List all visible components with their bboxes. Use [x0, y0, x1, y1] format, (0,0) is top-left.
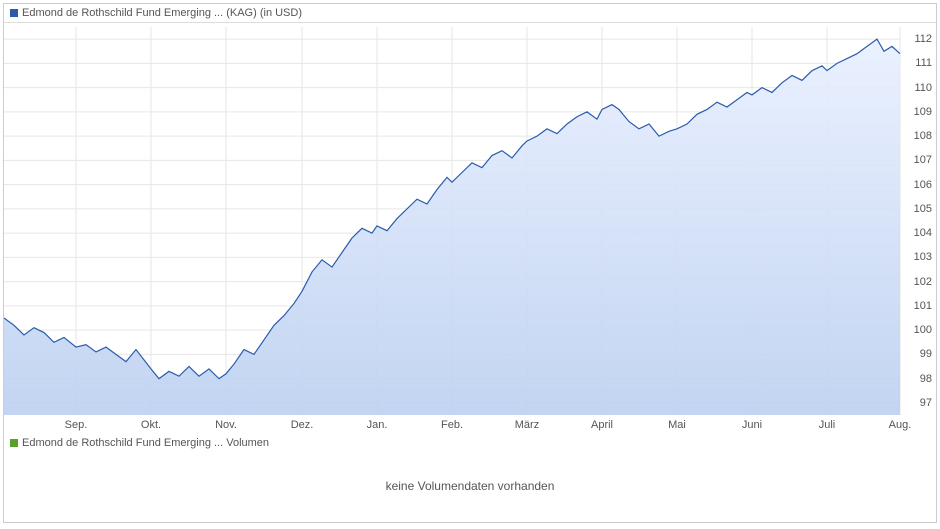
y-axis-tick-label: 109 [914, 106, 932, 118]
y-axis-tick-label: 104 [914, 227, 932, 239]
y-axis-tick-label: 110 [914, 82, 932, 94]
x-axis-tick-label: Okt. [141, 419, 161, 431]
x-axis-tick-label: Mai [668, 419, 686, 431]
chart-container: Edmond de Rothschild Fund Emerging ... (… [3, 3, 937, 523]
y-axis-tick-label: 111 [915, 57, 932, 69]
price-chart-area: 97 98 99 100 101 102 103 104 105 106 107 108 109 110 1… [4, 22, 936, 434]
volume-legend-row: Edmond de Rothschild Fund Emerging ... V… [4, 434, 936, 452]
x-axis-tick-label: Juli [819, 419, 836, 431]
y-axis-tick-label: 107 [914, 154, 932, 166]
y-axis-tick-label: 100 [914, 324, 932, 336]
x-axis-tick-label: Aug. [889, 419, 912, 431]
x-axis-tick-label: Jan. [367, 419, 388, 431]
no-volume-message: keine Volumendaten vorhanden [386, 479, 555, 493]
x-axis-tick-label: Juni [742, 419, 762, 431]
y-axis-tick-label: 112 [914, 33, 932, 45]
y-axis-tick-label: 99 [920, 348, 932, 360]
y-axis-tick-label: 103 [914, 251, 932, 263]
y-axis-tick-label: 97 [920, 397, 932, 409]
x-axis-tick-label: März [515, 419, 539, 431]
y-axis-tick-label: 106 [914, 179, 932, 191]
price-legend-marker [10, 9, 18, 17]
volume-legend-text: Edmond de Rothschild Fund Emerging ... V… [22, 437, 269, 449]
volume-chart-area: keine Volumendaten vorhanden [4, 452, 936, 520]
x-axis-tick-label: April [591, 419, 613, 431]
y-axis-tick-label: 105 [914, 203, 932, 215]
x-axis-tick-label: Dez. [291, 419, 314, 431]
x-axis-tick-label: Nov. [215, 419, 237, 431]
x-axis-tick-label: Feb. [441, 419, 463, 431]
y-axis-tick-label: 101 [914, 300, 932, 312]
x-axis-tick-label: Sep. [65, 419, 88, 431]
volume-legend-marker [10, 439, 18, 447]
y-axis-tick-label: 108 [914, 130, 932, 142]
y-axis-tick-label: 98 [920, 373, 932, 385]
price-legend-text: Edmond de Rothschild Fund Emerging ... (… [22, 7, 302, 19]
y-axis-tick-label: 102 [914, 276, 932, 288]
price-legend-row: Edmond de Rothschild Fund Emerging ... (… [4, 4, 936, 22]
